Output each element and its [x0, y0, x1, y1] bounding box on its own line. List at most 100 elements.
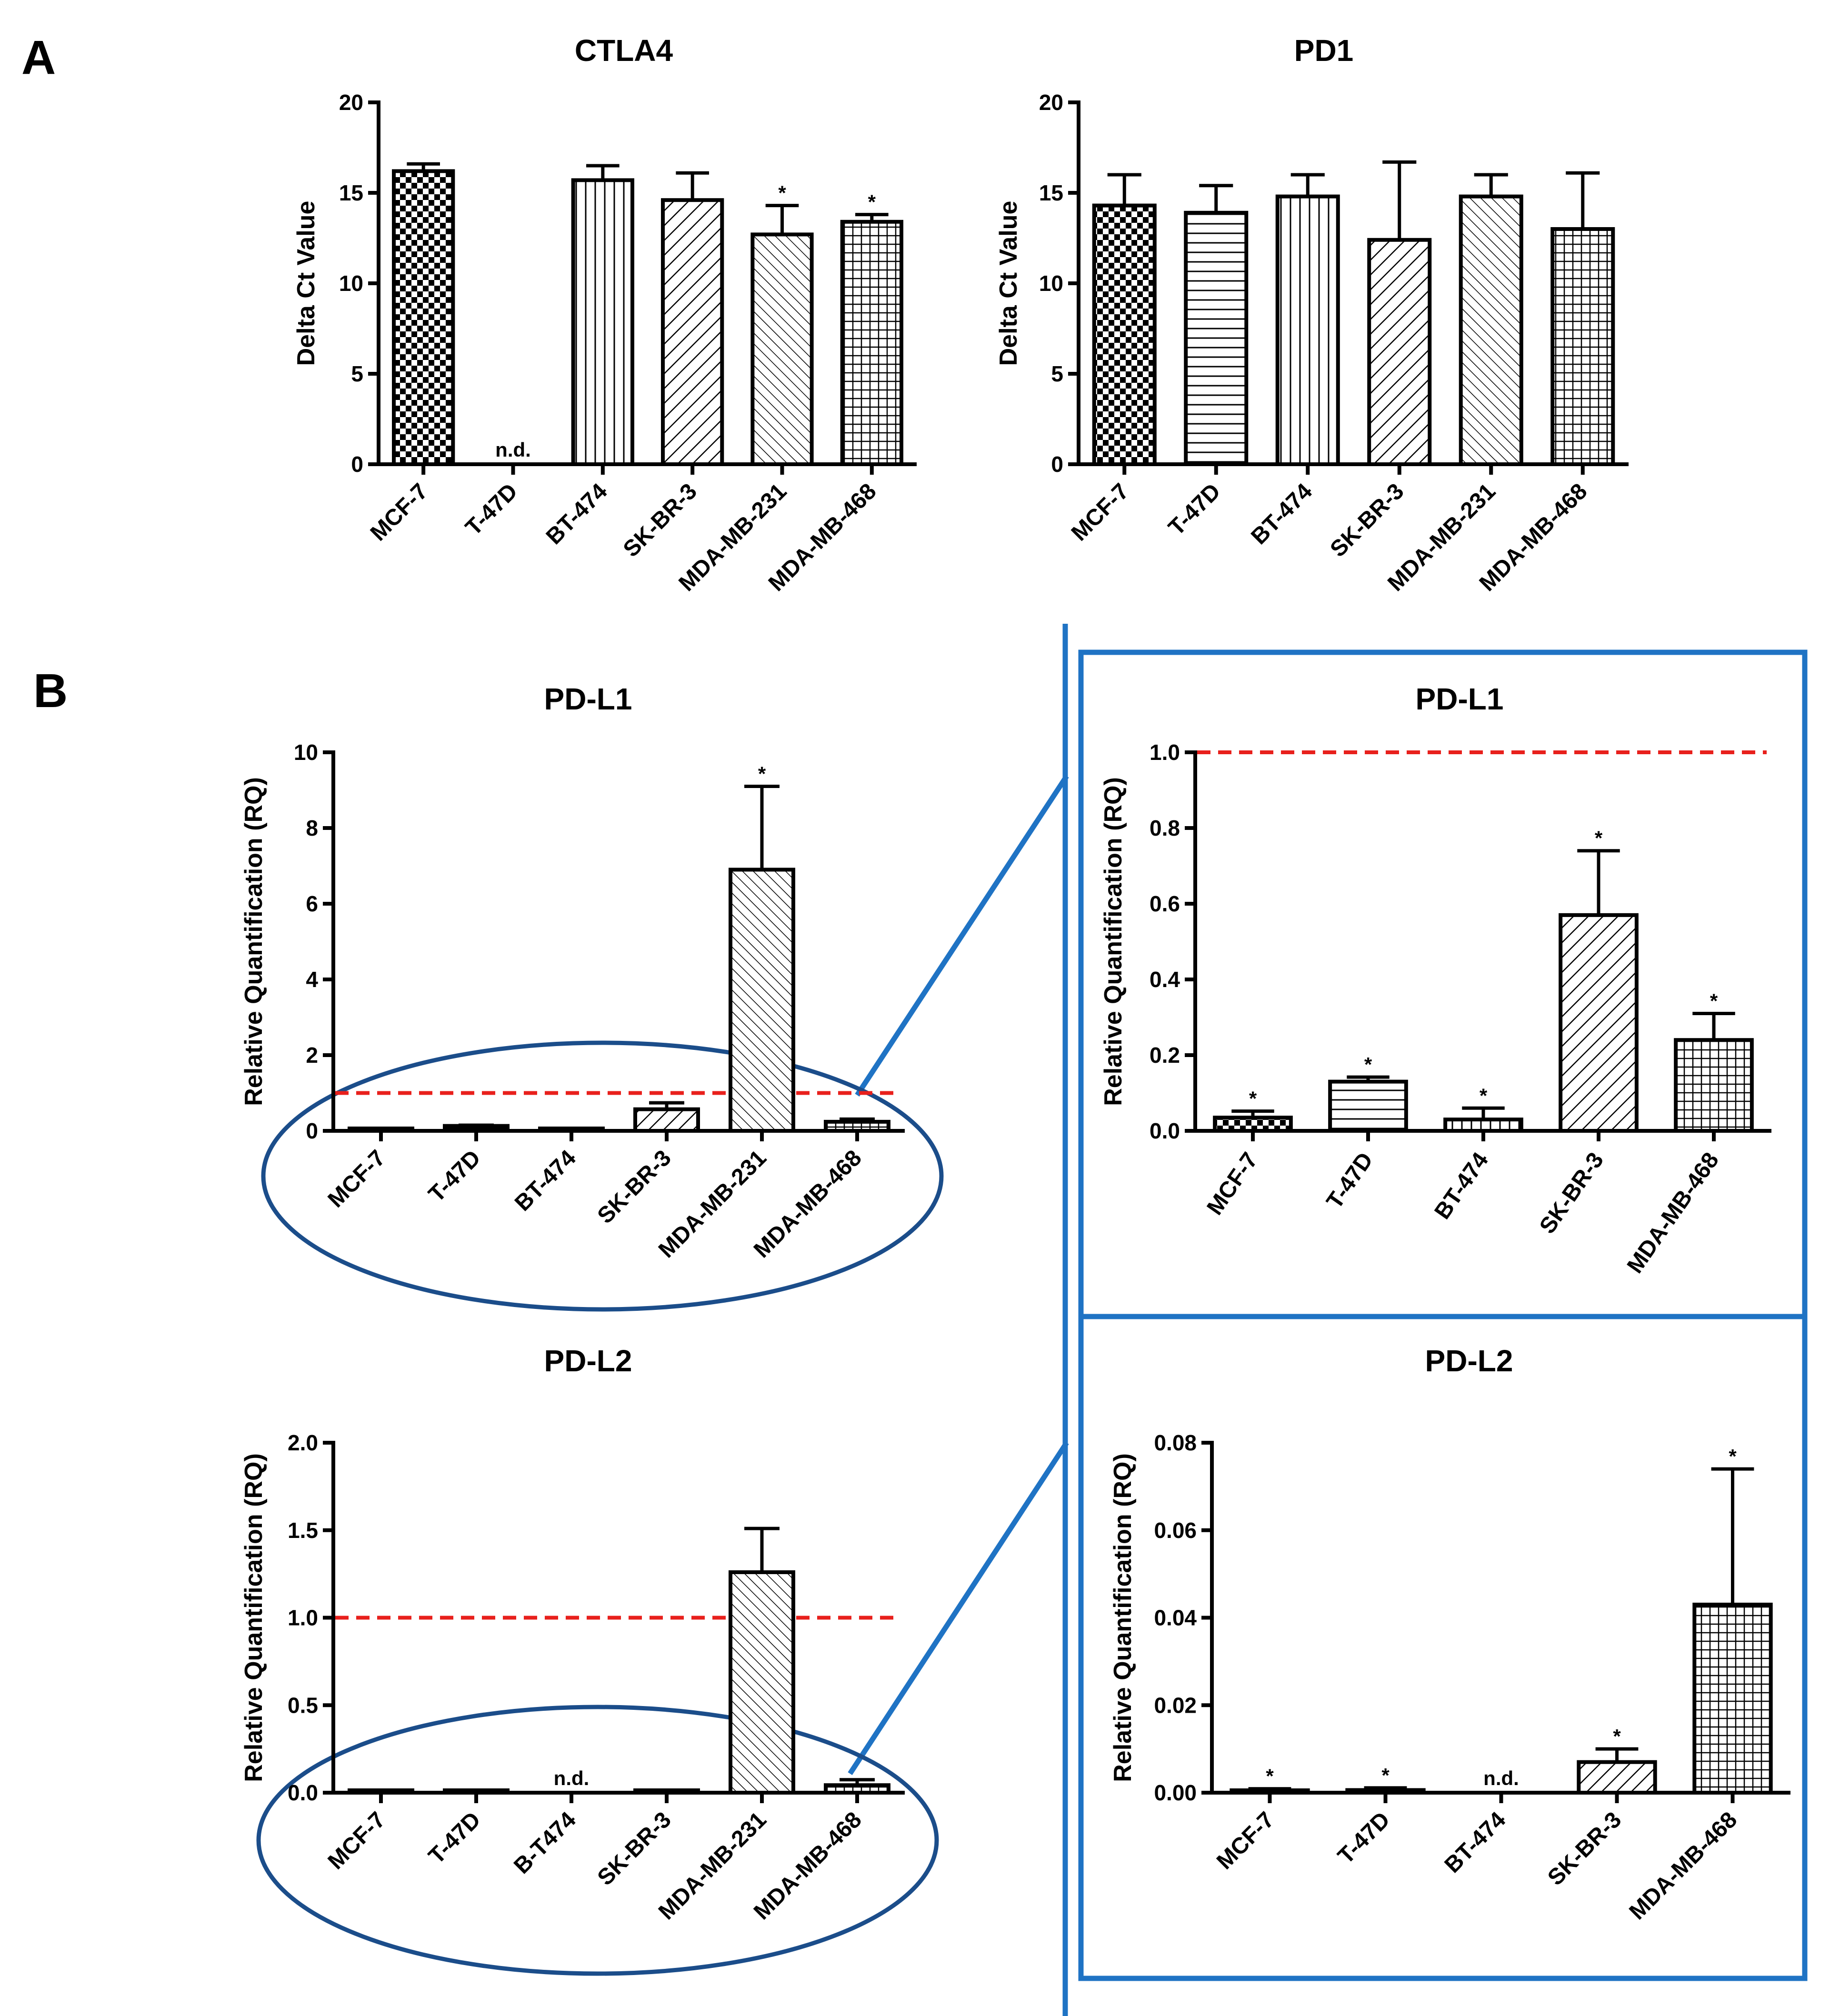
y-tick-label: 10: [339, 271, 363, 296]
x-category-label: SK-BR-3: [593, 1145, 676, 1228]
x-category-label: B-T474: [509, 1807, 581, 1879]
y-tick-label: 10: [294, 740, 318, 765]
x-category-label: MCF-7: [366, 479, 433, 546]
bar: [1443, 1118, 1523, 1133]
significance-marker: *: [758, 763, 766, 785]
y-tick-label: 5: [1051, 361, 1063, 386]
zoom-connector-pd-l1: [855, 774, 1069, 1097]
zoom-ellipse-pd-l1: [261, 1040, 944, 1312]
not-detected-label: n.d.: [554, 1767, 590, 1789]
y-tick-label: 0: [351, 452, 363, 477]
bar: [571, 178, 634, 466]
bar: [1577, 1760, 1657, 1795]
bar: [1550, 227, 1615, 466]
bar: [824, 1119, 890, 1133]
bar: [729, 868, 795, 1133]
x-category-label: MCF-7: [1212, 1807, 1279, 1874]
significance-marker: *: [1710, 990, 1718, 1012]
bar: [633, 1107, 700, 1133]
x-category-label: SK-BR-3: [593, 1807, 676, 1890]
y-tick-label: 0.2: [1150, 1043, 1180, 1068]
bar: [1345, 1788, 1426, 1795]
chart-title: PD-L2: [1425, 1344, 1513, 1378]
significance-marker: *: [1480, 1084, 1488, 1107]
x-category-label: BT-474: [1440, 1807, 1510, 1878]
x-category-label: MDA-MB-468: [1624, 1807, 1742, 1925]
y-tick-label: 0.00: [1154, 1780, 1197, 1805]
x-category-label: MCF-7: [323, 1145, 390, 1212]
y-tick-label: 15: [339, 180, 363, 205]
bar: [1459, 194, 1523, 467]
chart-pd1: PD1 Delta Ct Value 0 5 10 15 20 MCF-7 T-47D BT-47…: [995, 33, 1629, 596]
x-category-label: SK-BR-3: [619, 479, 702, 562]
x-category-label: T-47D: [1333, 1807, 1395, 1869]
bar: [1367, 238, 1432, 466]
chart-title: CTLA4: [575, 33, 673, 68]
y-tick-label: 0.0: [1150, 1118, 1180, 1143]
x-category-label: BT-474: [541, 479, 612, 549]
y-tick-label: 0.02: [1154, 1693, 1197, 1717]
x-category-label: SK-BR-3: [1543, 1807, 1626, 1890]
x-category-label: MCF-7: [1202, 1148, 1263, 1220]
y-tick-label: 0.04: [1154, 1606, 1197, 1630]
y-axis-title: Delta Ct Value: [292, 201, 320, 366]
zoom-ellipse-pd-l2: [256, 1705, 939, 1976]
bar: [1092, 203, 1157, 467]
y-tick-label: 20: [339, 90, 363, 115]
chart-title: PD1: [1294, 33, 1354, 68]
x-category-label: T-47D: [424, 1807, 486, 1869]
x-category-label: MCF-7: [323, 1807, 390, 1874]
bar: [1328, 1079, 1408, 1133]
bar: [661, 198, 724, 466]
chart-title: PD-L1: [544, 682, 632, 716]
y-axis-title: Relative Quantification (RQ): [240, 1453, 268, 1782]
zoom-box-pd-l2: [1078, 1314, 1808, 1981]
x-category-label: T-47D: [460, 479, 522, 540]
significance-marker: *: [1595, 827, 1603, 849]
y-tick-label: 20: [1039, 90, 1063, 115]
significance-marker: *: [868, 191, 876, 213]
x-category-label: SK-BR-3: [1325, 479, 1409, 562]
significance-marker: *: [778, 182, 786, 204]
y-tick-label: 15: [1039, 180, 1063, 205]
bar: [840, 220, 903, 466]
x-category-label: T-47D: [1164, 479, 1226, 540]
y-tick-label: 1.5: [288, 1518, 318, 1543]
y-tick-label: 0: [1051, 452, 1063, 477]
significance-marker: *: [1381, 1764, 1390, 1786]
y-axis-title: Relative Quantification (RQ): [1100, 777, 1127, 1106]
bar: [824, 1783, 890, 1795]
bar: [1559, 913, 1639, 1133]
not-detected-label: n.d.: [495, 439, 531, 461]
y-tick-label: 0.5: [288, 1693, 318, 1717]
y-axis-title: Delta Ct Value: [995, 201, 1022, 366]
significance-marker: *: [1266, 1765, 1274, 1787]
x-category-label: SK-BR-3: [1535, 1148, 1609, 1238]
y-tick-label: 6: [306, 891, 318, 916]
panel-label-a: A: [21, 31, 56, 84]
chart-pd-l2-zoom: PD-L2 Relative Quantification (RQ) 0.00 0.0…: [1109, 1344, 1790, 1925]
y-tick-label: 8: [306, 816, 318, 840]
bar: [392, 169, 455, 466]
chart-title: PD-L1: [1416, 682, 1504, 716]
chart-ctla4: CTLA4 Delta Ct Value 0 5 10 15 20 MCF-7 T-47D n.d…: [292, 33, 917, 596]
not-detected-label: n.d.: [1483, 1767, 1519, 1789]
y-tick-label: 0.0: [288, 1780, 318, 1805]
y-tick-label: 0.4: [1150, 967, 1180, 992]
y-tick-label: 4: [306, 967, 318, 992]
bar: [1213, 1116, 1293, 1133]
x-category-label: BT-474: [1430, 1148, 1493, 1224]
chart-pd-l1-zoom: PD-L1 Relative Quantification (RQ) 0.0 0.2 0…: [1100, 682, 1771, 1278]
y-tick-label: 5: [351, 361, 363, 386]
chart-title: PD-L2: [544, 1344, 632, 1378]
x-category-label: BT-474: [1246, 479, 1317, 549]
x-category-label: BT-474: [510, 1145, 581, 1216]
bar: [750, 232, 814, 466]
zoom-connector-pd-l2: [848, 1441, 1069, 1776]
y-tick-label: 0.6: [1150, 891, 1180, 916]
y-tick-label: 0.8: [1150, 816, 1180, 840]
x-category-label: T-47D: [424, 1145, 486, 1207]
chart-pd-l2: PD-L2 Relative Quantification (RQ) 0.0 0.5 1…: [240, 1344, 905, 1925]
y-tick-label: 1.0: [288, 1606, 318, 1630]
